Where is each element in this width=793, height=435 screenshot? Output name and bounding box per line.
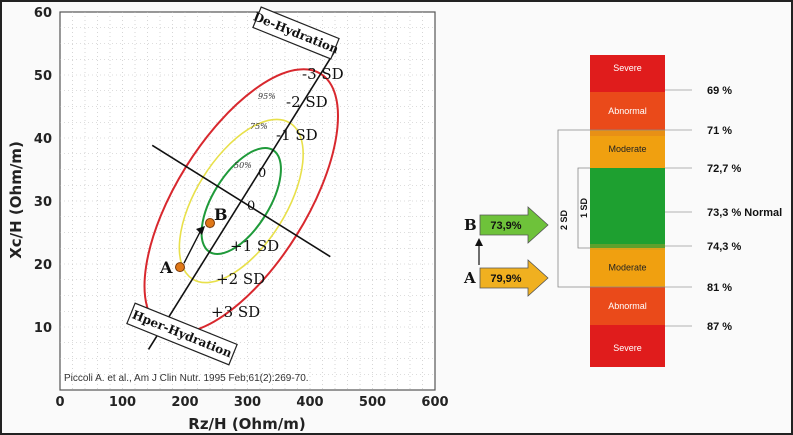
sd-label: +2 SD <box>216 270 265 288</box>
threshold-label: 69 % <box>707 85 732 97</box>
data-points: AB <box>159 205 228 277</box>
sd-brackets: 2 SD 1 SD <box>557 129 665 288</box>
x-tick-label: 300 <box>234 395 261 410</box>
sd-label: -2 SD <box>286 93 328 111</box>
minor-axis <box>151 144 331 258</box>
percent-labels: 95% 75% 50% <box>234 92 276 170</box>
point-label-B: B <box>214 205 228 224</box>
band-5 <box>590 287 665 325</box>
percent-label: 95% <box>258 92 276 101</box>
arrow-head <box>196 226 205 236</box>
point-label-A: A <box>159 258 173 277</box>
marker-value-A: 79,9% <box>490 273 521 285</box>
grid <box>60 12 435 390</box>
band-label: Moderate <box>608 263 646 273</box>
y-tick-label: 50 <box>34 69 52 84</box>
patient-markers: 73,9% B 79,9% A <box>463 206 549 297</box>
band-0 <box>590 55 665 92</box>
sd-label: -1 SD <box>276 126 318 144</box>
band-label: Abnormal <box>608 301 647 311</box>
x-tick-labels: 0 100 200 300 400 500 600 <box>55 395 448 410</box>
sd-label: +3 SD <box>211 303 260 321</box>
sd-label: 0 <box>258 166 266 181</box>
threshold-labels: 69 % 71 % 72,7 % 73,3 % Normal 74,3 % 81 % 87 … <box>665 85 782 333</box>
trajectory-arrow <box>183 229 202 264</box>
marker-letter-A: A <box>463 269 476 287</box>
progress-arrow-head <box>475 238 483 246</box>
threshold-label: 87 % <box>707 321 732 333</box>
bracket-2sd <box>557 129 665 288</box>
x-tick-label: 200 <box>171 395 198 410</box>
x-tick-label: 400 <box>296 395 323 410</box>
y-tick-label: 10 <box>34 321 52 336</box>
band-4 <box>590 248 665 287</box>
band-3 <box>590 168 665 248</box>
x-tick-label: 500 <box>359 395 386 410</box>
x-tick-label: 0 <box>55 395 64 410</box>
y-tick-label: 60 <box>34 6 52 21</box>
x-axis-label: Rz/H (Ohm/m) <box>188 415 305 433</box>
sd-bracket-label: 2 SD <box>559 209 569 230</box>
y-tick-labels: 10 20 30 40 50 60 <box>34 6 52 336</box>
marker-value-B: 73,9% <box>490 220 521 232</box>
citation: Piccoli A. et al., Am J Clin Nutr. 1995 … <box>64 373 309 384</box>
band-label: Abnormal <box>608 106 647 116</box>
x-tick-label: 600 <box>421 395 448 410</box>
sd-label: +1 SD <box>230 237 279 255</box>
threshold-label: 74,3 % <box>707 241 741 253</box>
percent-label: 75% <box>250 122 268 131</box>
band-blend <box>590 130 665 136</box>
sd-labels: -3 SD -2 SD -1 SD 0 0 +1 SD +2 SD +3 SD <box>211 65 344 321</box>
y-tick-label: 40 <box>34 132 52 147</box>
marker-letter-B: B <box>464 216 477 234</box>
rxc-graph: 0 100 200 300 400 500 600 10 20 30 40 50 60 Rz/H (O… <box>7 6 449 433</box>
band-label: Severe <box>613 343 642 353</box>
band-label: Severe <box>613 63 642 73</box>
band-2 <box>590 130 665 168</box>
y-tick-label: 20 <box>34 258 52 273</box>
threshold-label: 72,7 % <box>707 163 741 175</box>
y-tick-label: 30 <box>34 195 52 210</box>
scale-bands: Severe Abnormal Moderate Moderate Abnormal Se… <box>590 55 665 367</box>
marker-arrow-A <box>479 259 549 297</box>
y-axis-label: Xc/H (Ohm/m) <box>7 141 25 259</box>
point-A <box>175 262 185 273</box>
band-1 <box>590 92 665 130</box>
sd-label: 0 <box>247 199 255 214</box>
threshold-label: 73,3 % Normal <box>707 207 782 219</box>
band-blend <box>590 244 665 250</box>
percent-label: 50% <box>234 161 252 170</box>
x-tick-label: 100 <box>109 395 136 410</box>
hydration-scale: Severe Abnormal Moderate Moderate Abnormal Se… <box>463 55 782 367</box>
band-label: Moderate <box>608 144 646 154</box>
band-6 <box>590 325 665 367</box>
marker-arrow-B <box>479 206 549 244</box>
threshold-label: 81 % <box>707 282 732 294</box>
sd-label: -3 SD <box>302 65 344 83</box>
point-B <box>205 218 215 229</box>
sd-bracket-label: 1 SD <box>579 197 589 218</box>
threshold-label: 71 % <box>707 125 732 137</box>
bracket-1sd <box>577 167 590 249</box>
sd-axes <box>147 52 335 350</box>
